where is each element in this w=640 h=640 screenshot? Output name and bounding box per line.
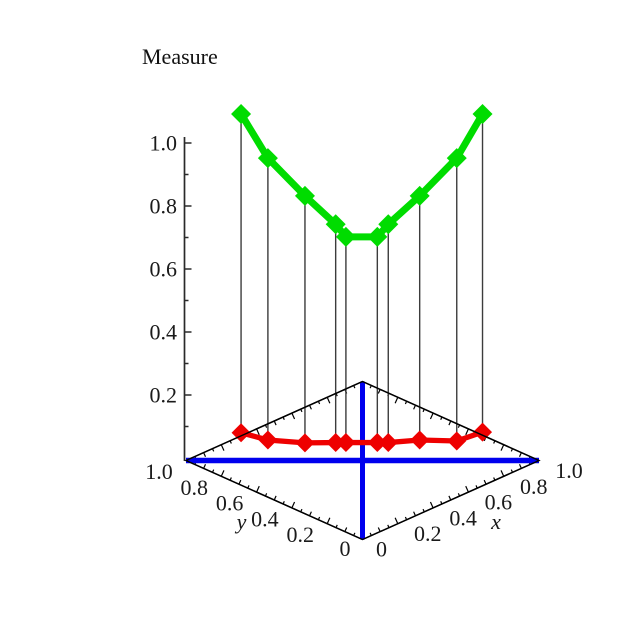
- x-axis-tick: [429, 501, 434, 509]
- x-axis-tick: [483, 479, 487, 485]
- y-axis-tick-label: 0.2: [286, 522, 314, 547]
- base-projection-curve: [240, 429, 484, 446]
- measure-point: [378, 214, 399, 235]
- x-axis-tick: [518, 464, 522, 469]
- x-axis-tick: [500, 470, 505, 477]
- x-axis-tick-label: 0: [376, 537, 387, 562]
- upper-right-edge-tick: [518, 452, 522, 457]
- x-axis-tick: [465, 485, 469, 493]
- base-projection-point: [258, 430, 278, 450]
- y-axis-tick-label: 0: [340, 536, 351, 561]
- upper-right-edge-tick: [429, 412, 434, 420]
- upper-left-edge-tick: [273, 420, 277, 426]
- x-axis-tick: [448, 495, 452, 501]
- base-projection-point: [410, 430, 430, 450]
- z-axis-tick-label: 0.8: [150, 194, 178, 219]
- y-axis-tick: [203, 464, 207, 469]
- base-plane-edge: [185, 459, 363, 541]
- measure-point: [409, 185, 430, 206]
- base-projection-point: [378, 433, 398, 453]
- x-axis-tick-label: 0.6: [485, 490, 513, 515]
- y-axis-tick: [326, 517, 331, 524]
- upper-left-edge-tick: [220, 444, 225, 451]
- measure-curve: [238, 112, 486, 241]
- z-axis-tick-label: 0.6: [150, 257, 178, 282]
- y-axis-tick: [238, 479, 242, 485]
- measure-point: [367, 226, 388, 247]
- upper-left-edge-tick: [309, 404, 312, 410]
- base-projection-point: [367, 433, 387, 453]
- upper-right-edge-tick: [448, 420, 452, 426]
- x-axis-tick: [377, 527, 381, 532]
- x-axis-tick-label: 0.2: [414, 521, 442, 546]
- base-plane-edge: [362, 380, 540, 462]
- base-projection-point: [326, 433, 346, 453]
- x-axis-tick: [394, 517, 399, 524]
- x-axis-tick-label: 0.4: [449, 505, 477, 530]
- base-projection-point: [447, 431, 467, 451]
- measure-point: [231, 104, 252, 124]
- y-axis-tick-label: 1.0: [145, 459, 173, 484]
- measure-point: [257, 148, 278, 169]
- measure-point: [294, 185, 315, 206]
- y-axis-tick: [220, 470, 225, 477]
- y-axis-tick-label: 0.4: [251, 506, 279, 531]
- y-axis-tick-label: 0.8: [181, 475, 209, 500]
- upper-right-edge-tick: [377, 389, 381, 394]
- x-axis-label: x: [490, 509, 501, 534]
- y-axis-tick: [273, 495, 277, 501]
- y-axis-tick: [256, 485, 260, 493]
- base-plane-edge: [362, 459, 540, 541]
- z-axis-title: Measure: [142, 44, 218, 69]
- y-axis-tick-label: 0.6: [216, 491, 244, 516]
- base-projection-point: [336, 433, 356, 453]
- upper-left-edge-tick: [203, 452, 207, 457]
- upper-left-edge-tick: [291, 412, 296, 420]
- base-plane-edge: [185, 380, 363, 462]
- y-axis-tick: [309, 511, 312, 517]
- upper-right-edge-tick: [394, 397, 399, 404]
- measure-point: [446, 148, 467, 169]
- upper-left-edge-tick: [326, 397, 331, 404]
- upper-left-edge-tick: [256, 428, 260, 436]
- measure-point: [335, 226, 356, 247]
- measure-point: [325, 214, 346, 235]
- base-projection-point: [295, 433, 315, 453]
- upper-right-edge-tick: [413, 404, 416, 410]
- y-axis-tick: [291, 501, 296, 509]
- x-axis-tick-label: 0.8: [520, 474, 548, 499]
- x-axis-tick: [413, 511, 416, 517]
- y-axis-label: y: [235, 509, 247, 534]
- upper-right-edge-tick: [465, 428, 469, 436]
- z-axis-tick-label: 1.0: [150, 131, 178, 156]
- z-axis-tick-label: 0.4: [150, 320, 178, 345]
- x-axis-tick-label: 1.0: [555, 458, 583, 483]
- z-axis-tick-label: 0.2: [150, 383, 178, 408]
- y-axis-tick: [344, 527, 348, 532]
- upper-right-edge-tick: [500, 444, 505, 451]
- measure-point: [472, 104, 493, 124]
